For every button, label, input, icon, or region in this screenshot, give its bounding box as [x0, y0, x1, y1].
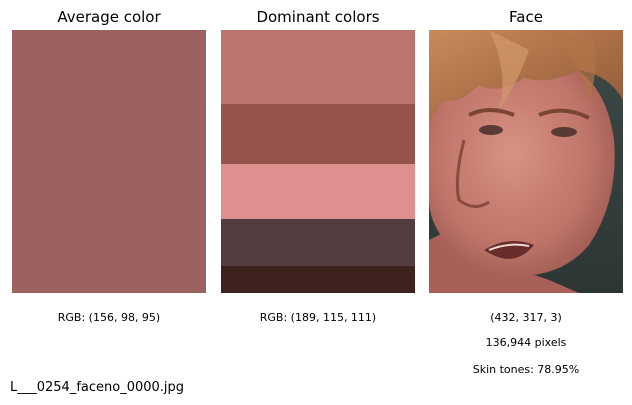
dominant-colors-title: Dominant colors [256, 8, 380, 26]
average-rgb-caption: RGB: (156, 98, 95) [57, 311, 161, 324]
dominant-colors-swatches [221, 30, 415, 293]
face-shape-caption: (432, 317, 3) [490, 311, 562, 324]
image-filename: L___0254_faceno_0000.jpg [10, 380, 185, 395]
face-pixels-caption: 136,944 pixels [485, 336, 567, 349]
dominant-color-band [221, 219, 415, 266]
dominant-color-band [221, 266, 415, 293]
face-skin-caption: Skin tones: 78.95% [472, 363, 580, 376]
average-color-swatch [12, 30, 206, 293]
face-title: Face [509, 8, 543, 26]
dominant-color-band [221, 164, 415, 219]
dominant-color-band [221, 30, 415, 104]
dominant-rgb-caption: RGB: (189, 115, 111) [259, 311, 377, 324]
face-photo-icon [429, 30, 623, 293]
dominant-color-band [221, 104, 415, 164]
face-image [429, 30, 623, 293]
average-color-title: Average color [57, 8, 161, 26]
